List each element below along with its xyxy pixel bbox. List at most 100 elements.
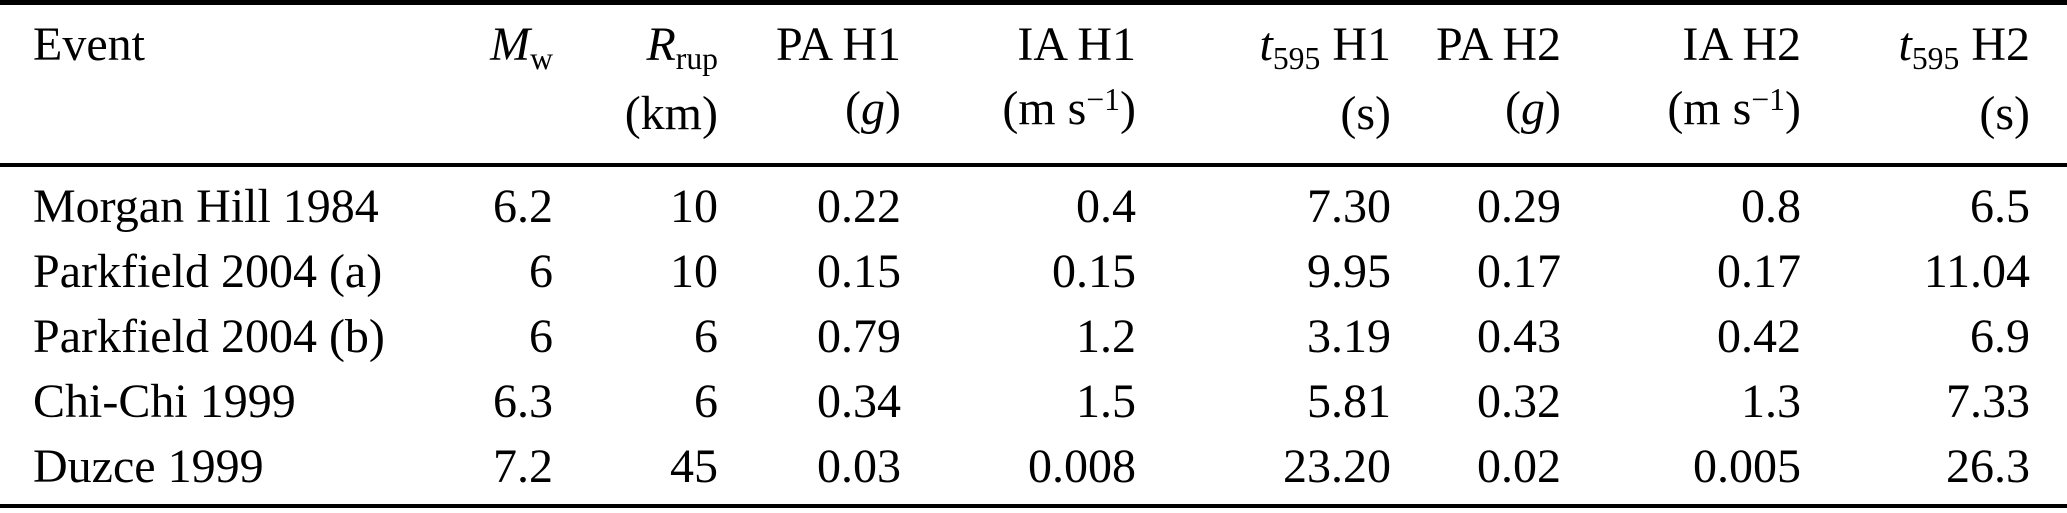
header-unit-t595h2: (s)	[1979, 87, 2030, 140]
header-label-t595h2: t595 H2	[1801, 13, 2030, 82]
cell-pah2: 0.17	[1477, 245, 1561, 298]
table-row: Parkfield 2004 (b) 6 6 0.79 1.2 3.19 0.4…	[0, 304, 2067, 369]
cell-t595h1: 9.95	[1307, 245, 1391, 298]
cell-pah2: 0.29	[1477, 180, 1561, 233]
column-header-t595h1: t595 H1 (s)	[1136, 2, 1391, 167]
unit-g-symbol: g	[1521, 82, 1546, 135]
cell-mw: 6.3	[493, 375, 553, 428]
cell-pah1: 0.79	[817, 310, 901, 363]
header-unit-iah1: (m s−1)	[901, 77, 1136, 146]
cell-iah1: 0.15	[1052, 245, 1136, 298]
header-unit-pah2: (g)	[1391, 77, 1561, 141]
unit-superscript-minus-one: −1	[1751, 81, 1786, 117]
column-header-rrup: Rrup (km)	[553, 2, 718, 167]
cell-rrup: 6	[694, 310, 718, 363]
t595-subscript: 595	[1911, 40, 1960, 76]
cell-rrup: 10	[670, 245, 718, 298]
cell-pah1: 0.34	[817, 375, 901, 428]
column-header-pah2: PA H2 (g)	[1391, 2, 1561, 167]
cell-event: Chi-Chi 1999	[33, 375, 296, 428]
cell-rrup: 10	[670, 180, 718, 233]
header-unit-iah2: (m s−1)	[1561, 77, 1801, 146]
header-unit-t595h1: (s)	[1340, 87, 1391, 140]
cell-t595h1: 3.19	[1307, 310, 1391, 363]
header-label-pah1: PA H1	[776, 18, 901, 71]
table-header: Event Mw Rrup (km) PA H1 (g) IA H1 (m s−…	[0, 2, 2067, 167]
table-row: Chi-Chi 1999 6.3 6 0.34 1.5 5.81 0.32 1.…	[0, 369, 2067, 434]
header-row: Event Mw Rrup (km) PA H1 (g) IA H1 (m s−…	[0, 2, 2067, 167]
cell-pah2: 0.43	[1477, 310, 1561, 363]
header-label-iah2: IA H2	[1682, 18, 1801, 71]
cell-t595h2: 7.33	[1946, 375, 2030, 428]
cell-rrup: 45	[670, 440, 718, 493]
cell-iah1: 1.5	[1076, 375, 1136, 428]
mw-symbol: M	[490, 18, 531, 71]
cell-event: Duzce 1999	[33, 440, 264, 493]
unit-ms-text: (m s	[1002, 82, 1087, 135]
cell-event: Morgan Hill 1984	[33, 180, 379, 233]
t595-h2-text: H2	[1959, 18, 2030, 71]
cell-iah1: 0.008	[1028, 440, 1136, 493]
unit-open-paren: (	[1505, 82, 1522, 135]
cell-event: Parkfield 2004 (a)	[33, 245, 383, 298]
table-row: Morgan Hill 1984 6.2 10 0.22 0.4 7.30 0.…	[0, 165, 2067, 239]
header-label-event: Event	[33, 18, 145, 71]
unit-close-paren: )	[885, 82, 901, 135]
cell-t595h2: 6.9	[1970, 310, 2030, 363]
cell-t595h2: 26.3	[1946, 440, 2030, 493]
column-header-iah1: IA H1 (m s−1)	[901, 2, 1136, 167]
cell-mw: 7.2	[493, 440, 553, 493]
header-label-mw: Mw	[450, 13, 553, 82]
cell-t595h2: 11.04	[1923, 245, 2030, 298]
cell-iah2: 1.3	[1741, 375, 1801, 428]
table-body: Morgan Hill 1984 6.2 10 0.22 0.4 7.30 0.…	[0, 165, 2067, 506]
mw-subscript: w	[530, 40, 553, 76]
rrup-subscript: rup	[675, 40, 718, 76]
column-header-iah2: IA H2 (m s−1)	[1561, 2, 1801, 167]
unit-close-paren: )	[1545, 82, 1561, 135]
table-row: Duzce 1999 7.2 45 0.03 0.008 23.20 0.02 …	[0, 434, 2067, 506]
header-unit-rrup: (km)	[624, 87, 718, 140]
cell-rrup: 6	[694, 375, 718, 428]
unit-superscript-minus-one: −1	[1086, 81, 1121, 117]
cell-t595h1: 7.30	[1307, 180, 1391, 233]
cell-mw: 6	[529, 245, 553, 298]
rrup-symbol: R	[646, 18, 676, 71]
t595-h1-text: H1	[1320, 18, 1391, 71]
cell-t595h2: 6.5	[1970, 180, 2030, 233]
cell-mw: 6	[529, 310, 553, 363]
unit-g-symbol: g	[861, 82, 886, 135]
table-row: Parkfield 2004 (a) 6 10 0.15 0.15 9.95 0…	[0, 239, 2067, 304]
cell-pah2: 0.02	[1477, 440, 1561, 493]
cell-iah1: 1.2	[1076, 310, 1136, 363]
header-unit-pah1: (g)	[718, 77, 901, 141]
cell-iah2: 0.8	[1741, 180, 1801, 233]
cell-iah2: 0.17	[1717, 245, 1801, 298]
cell-iah1: 0.4	[1076, 180, 1136, 233]
t595-symbol: t	[1898, 18, 1912, 71]
column-header-t595h2: t595 H2 (s)	[1801, 2, 2067, 167]
cell-iah2: 0.005	[1693, 440, 1801, 493]
cell-event: Parkfield 2004 (b)	[33, 310, 385, 363]
cell-pah2: 0.32	[1477, 375, 1561, 428]
unit-close-paren: )	[1120, 82, 1136, 135]
cell-pah1: 0.15	[817, 245, 901, 298]
header-label-t595h1: t595 H1	[1136, 13, 1391, 82]
t595-subscript: 595	[1272, 40, 1321, 76]
cell-iah2: 0.42	[1717, 310, 1801, 363]
header-label-pah2: PA H2	[1436, 18, 1561, 71]
header-label-iah1: IA H1	[1017, 18, 1136, 71]
unit-open-paren: (	[845, 82, 862, 135]
t595-symbol: t	[1259, 18, 1273, 71]
cell-t595h1: 23.20	[1283, 440, 1391, 493]
unit-ms-text: (m s	[1667, 82, 1752, 135]
column-header-mw: Mw	[450, 2, 553, 167]
cell-mw: 6.2	[493, 180, 553, 233]
cell-pah1: 0.22	[817, 180, 901, 233]
cell-pah1: 0.03	[817, 440, 901, 493]
header-label-rrup: Rrup	[553, 13, 718, 82]
column-header-event: Event	[0, 2, 450, 167]
column-header-pah1: PA H1 (g)	[718, 2, 901, 167]
